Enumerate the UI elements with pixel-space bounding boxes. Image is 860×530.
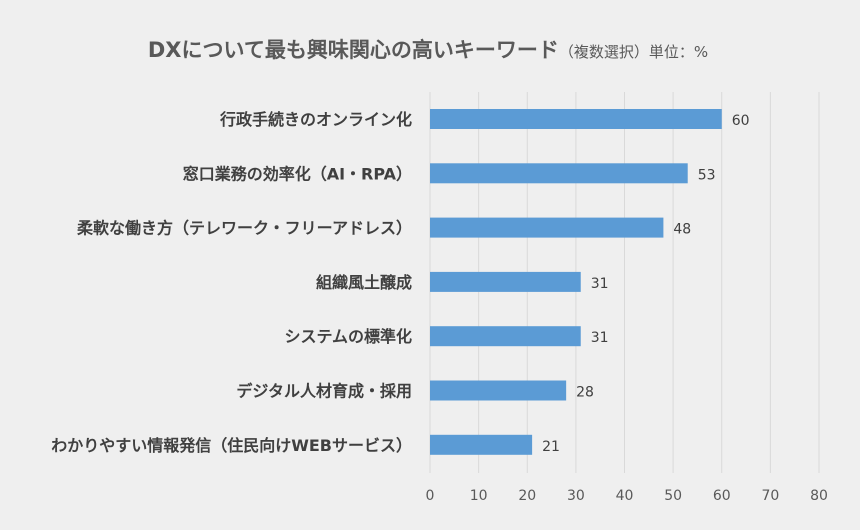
- value-label: 60: [732, 113, 750, 129]
- chart-title: DXについて最も興味関心の高いキーワード（複数選択）単位：%: [148, 38, 708, 62]
- x-tick-label: 40: [616, 488, 634, 504]
- value-label: 28: [576, 385, 594, 401]
- chart-title-main: DXについて最も興味関心の高いキーワード: [148, 38, 559, 62]
- bars: [430, 109, 722, 455]
- x-tick-label: 10: [470, 488, 488, 504]
- bar: [430, 380, 567, 401]
- x-tick-label: 0: [426, 488, 435, 504]
- value-label: 21: [542, 439, 560, 455]
- value-labels: 60 53 48 31 31 28 21: [542, 113, 749, 455]
- category-label: わかりやすい情報発信（住民向けWEBサービス）: [51, 436, 412, 455]
- value-label: 31: [591, 276, 609, 292]
- bar: [430, 109, 722, 129]
- bar: [430, 326, 581, 347]
- value-label: 48: [673, 222, 691, 238]
- bar: [430, 163, 688, 184]
- category-label: 柔軟な働き方（テレワーク・フリーアドレス）: [76, 219, 412, 238]
- category-label: 行政手続きのオンライン化: [219, 110, 412, 129]
- x-tick-label: 30: [567, 488, 585, 504]
- category-label: 組織風土醸成: [316, 273, 412, 292]
- x-tick-label: 70: [761, 488, 779, 504]
- category-label: システムの標準化: [284, 327, 412, 346]
- x-tick-label: 50: [664, 488, 682, 504]
- x-axis-ticks: 0 10 20 30 40 50 60 70 80: [426, 488, 828, 504]
- bar: [430, 217, 664, 238]
- category-label: デジタル人材育成・採用: [236, 382, 412, 401]
- bar: [430, 271, 581, 292]
- chart-subtitle: （複数選択）単位：%: [559, 43, 708, 61]
- value-label: 53: [698, 167, 716, 183]
- x-tick-label: 80: [810, 488, 828, 504]
- x-tick-label: 60: [713, 488, 731, 504]
- gridlines: [429, 92, 820, 473]
- category-label: 窓口業務の効率化（AI・RPA）: [183, 164, 412, 183]
- bar: [430, 434, 533, 455]
- value-label: 31: [591, 330, 609, 346]
- x-tick-label: 20: [518, 488, 536, 504]
